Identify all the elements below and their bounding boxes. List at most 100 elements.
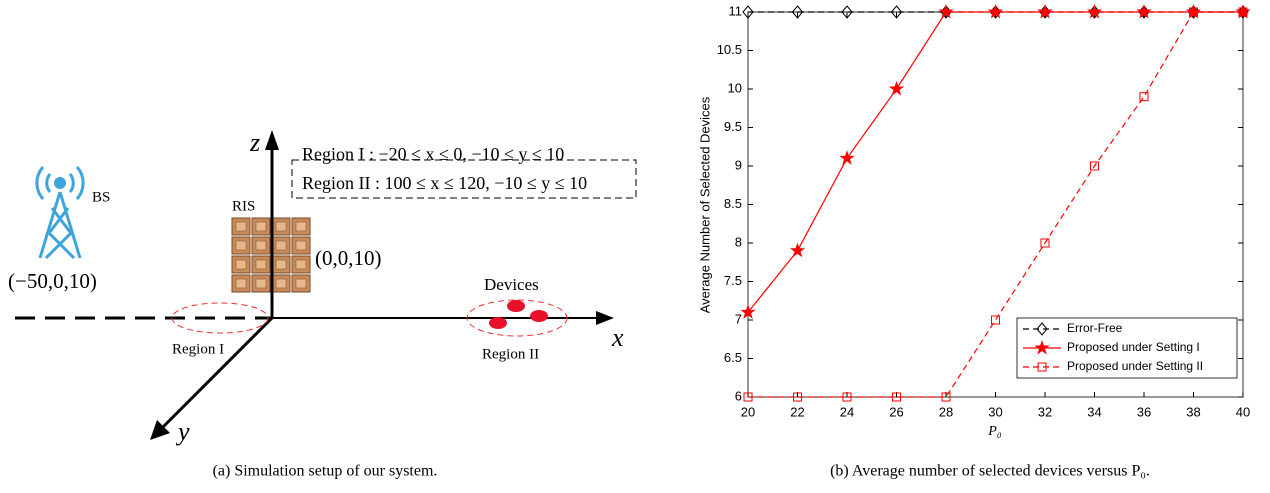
caption: (b) Average number of selected devices v… bbox=[830, 463, 1150, 480]
axis-label: x bbox=[611, 323, 624, 352]
ris-element-inner bbox=[295, 221, 307, 232]
region-ellipse bbox=[171, 302, 269, 334]
x-axis-label: P₀ bbox=[987, 424, 1002, 439]
device bbox=[507, 300, 525, 312]
marker bbox=[888, 80, 905, 96]
ris-element-inner bbox=[275, 278, 287, 289]
ris-element-inner bbox=[295, 240, 307, 251]
marker bbox=[1037, 3, 1053, 19]
y-axis-label: Average Number of Selected Devices bbox=[697, 96, 712, 313]
marker bbox=[1040, 238, 1050, 248]
legend-marker bbox=[1034, 339, 1050, 355]
marker bbox=[987, 3, 1004, 19]
device bbox=[489, 317, 507, 329]
x-tick-label: 26 bbox=[889, 404, 903, 419]
region-label: Region I bbox=[172, 341, 224, 357]
ris-element-inner bbox=[275, 240, 287, 251]
marker bbox=[791, 5, 804, 19]
legend-label: Error-Free bbox=[1067, 321, 1123, 335]
ris-element-inner bbox=[295, 259, 307, 270]
devices-label: Devices bbox=[484, 275, 539, 294]
ris-element-inner bbox=[235, 278, 247, 289]
arrow bbox=[596, 311, 614, 325]
marker bbox=[1238, 7, 1248, 17]
ris-icon bbox=[231, 217, 311, 293]
legend-label: Proposed under Setting I bbox=[1067, 340, 1200, 354]
arrow bbox=[150, 420, 170, 440]
marker bbox=[1235, 3, 1251, 19]
y-tick-label: 6 bbox=[735, 388, 742, 403]
bs-coord: (−50,0,10) bbox=[8, 269, 97, 293]
bs-icon bbox=[35, 166, 85, 260]
ris-element-inner bbox=[255, 221, 267, 232]
legend-marker bbox=[1037, 362, 1047, 372]
marker bbox=[892, 392, 901, 402]
marker bbox=[1139, 92, 1149, 102]
box-text: Region II : 100 ≤ x ≤ 120, −10 ≤ y ≤ 10 bbox=[302, 173, 587, 193]
series-line bbox=[748, 11, 1243, 398]
axis-label: z bbox=[249, 128, 260, 157]
marker bbox=[991, 315, 1000, 325]
y-tick-label: 8 bbox=[735, 234, 742, 249]
marker bbox=[1090, 161, 1099, 171]
marker bbox=[740, 304, 756, 319]
y-tick-label: 10.5 bbox=[717, 42, 742, 57]
device bbox=[530, 310, 548, 322]
y-tick-label: 6.5 bbox=[724, 350, 742, 365]
x-tick-label: 28 bbox=[939, 404, 953, 419]
x-tick-label: 36 bbox=[1137, 404, 1151, 419]
region-ellipse bbox=[466, 299, 568, 337]
ris-element-inner bbox=[275, 221, 287, 232]
y-axis bbox=[160, 316, 274, 430]
x-tick-label: 22 bbox=[790, 404, 804, 419]
ris-element-inner bbox=[235, 259, 247, 270]
marker bbox=[938, 3, 954, 19]
marker bbox=[1189, 7, 1198, 17]
region-label: Region II bbox=[482, 346, 539, 362]
marker bbox=[839, 150, 855, 165]
ris-element-inner bbox=[295, 278, 307, 289]
arrow bbox=[265, 130, 279, 150]
caption: (a) Simulation setup of our system. bbox=[213, 463, 438, 480]
x-tick-label: 32 bbox=[1038, 404, 1052, 419]
marker bbox=[842, 392, 852, 402]
axis-label: y bbox=[175, 417, 190, 446]
x-tick-label: 30 bbox=[988, 404, 1002, 419]
marker bbox=[1086, 3, 1103, 19]
legend-label: Proposed under Setting II bbox=[1067, 359, 1203, 373]
ris-element-inner bbox=[255, 240, 267, 251]
ris-element-inner bbox=[275, 259, 287, 270]
y-tick-label: 8.5 bbox=[724, 196, 742, 211]
marker bbox=[743, 392, 753, 402]
marker bbox=[941, 392, 951, 402]
box-text: Region I : −20 ≤ x ≤ 0, −10 ≤ y ≤ 10 bbox=[302, 144, 564, 164]
marker bbox=[890, 5, 903, 19]
x-tick-label: 20 bbox=[741, 404, 755, 419]
marker bbox=[793, 392, 802, 402]
ris-label: RIS bbox=[232, 198, 255, 214]
bs-label: BS bbox=[92, 189, 110, 205]
y-tick-label: 7.5 bbox=[724, 273, 742, 288]
ris-element-inner bbox=[255, 259, 267, 270]
marker bbox=[1185, 3, 1202, 19]
ris-element-inner bbox=[235, 240, 247, 251]
y-tick-label: 9 bbox=[735, 157, 742, 172]
y-tick-label: 9.5 bbox=[724, 119, 742, 134]
marker bbox=[742, 5, 754, 19]
chart: (b) Average number of selected devices v… bbox=[697, 3, 1251, 480]
ris-element-inner bbox=[255, 278, 267, 289]
legend-marker bbox=[1036, 322, 1048, 336]
y-tick-label: 7 bbox=[735, 311, 742, 326]
marker bbox=[841, 5, 853, 19]
y-tick-label: 10 bbox=[728, 80, 742, 95]
x-tick-label: 40 bbox=[1236, 404, 1250, 419]
region-box bbox=[291, 159, 637, 199]
x-tick-label: 38 bbox=[1186, 404, 1200, 419]
x-tick-label: 24 bbox=[840, 404, 854, 419]
ris-coord: (0,0,10) bbox=[315, 246, 382, 270]
x-tick-label: 34 bbox=[1087, 404, 1101, 419]
y-tick-label: 11 bbox=[729, 3, 743, 18]
marker bbox=[1136, 3, 1152, 19]
ris-element-inner bbox=[235, 221, 247, 232]
